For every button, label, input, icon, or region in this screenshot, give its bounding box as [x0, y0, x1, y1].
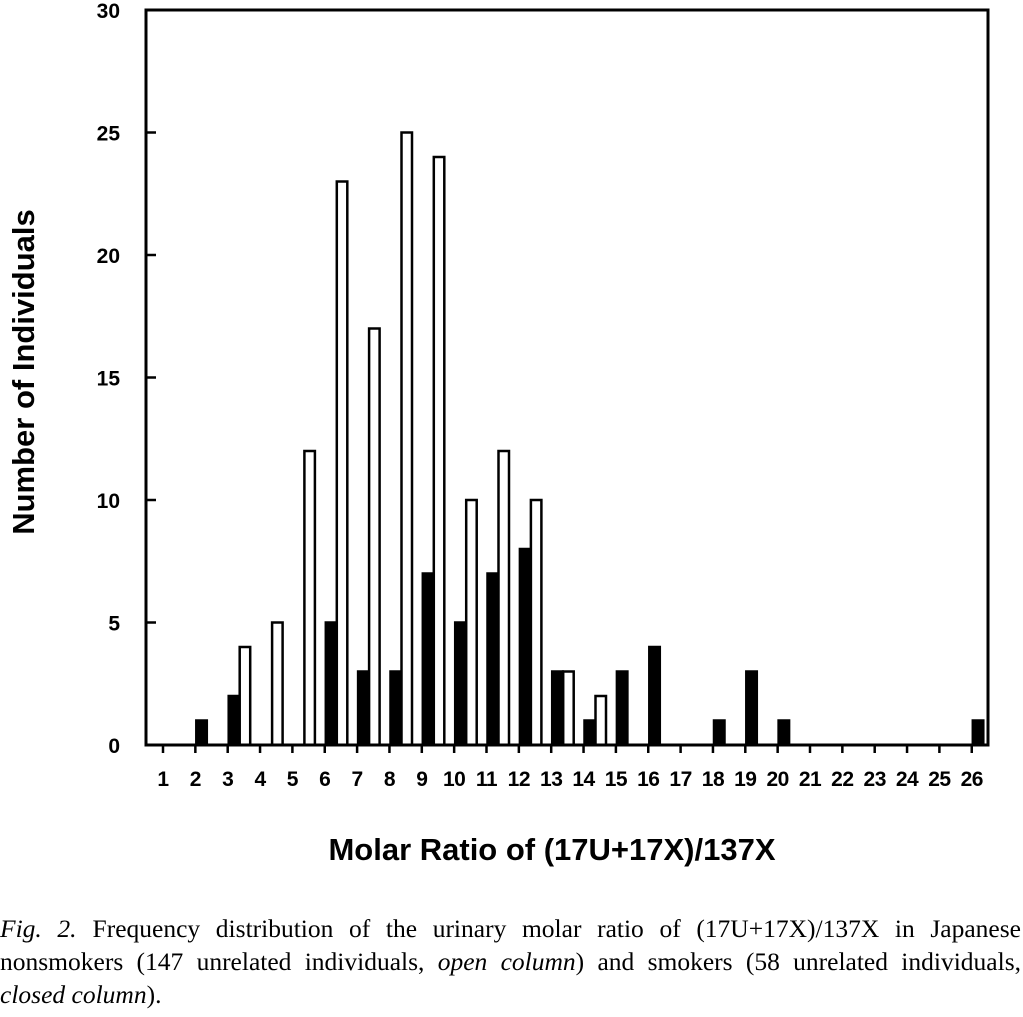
x-tick-label-25: 25	[928, 768, 951, 791]
x-tick-label-2: 2	[190, 768, 201, 791]
caption-closed-column: closed column	[0, 980, 147, 1009]
x-axis-title: Molar Ratio of (17U+17X)/137X	[328, 832, 775, 867]
y-tick-label-25: 25	[97, 123, 121, 146]
figure-label: Fig. 2.	[0, 914, 77, 943]
x-tick-label-3: 3	[222, 768, 233, 791]
x-tick-label-10: 10	[443, 768, 465, 791]
open-column-bar-4	[270, 621, 284, 747]
x-tick-label-7: 7	[352, 768, 363, 791]
open-column-bar-14	[594, 694, 608, 747]
x-tick-label-17: 17	[669, 768, 691, 791]
closed-column-bar-12	[518, 547, 532, 747]
x-tick-label-5: 5	[287, 768, 299, 791]
x-tick-label-1: 1	[157, 768, 169, 791]
caption-text-3: ).	[146, 980, 162, 1009]
closed-column-bar-3	[227, 694, 241, 747]
y-tick-label-10: 10	[97, 490, 120, 513]
y-axis-title: Number of Individuals	[6, 209, 41, 535]
closed-column-bar-9	[421, 572, 435, 747]
y-tick-label-15: 15	[97, 368, 121, 391]
x-tick-label-20: 20	[766, 768, 788, 791]
x-tick-label-15: 15	[605, 768, 628, 791]
closed-column-bar-8	[389, 670, 403, 747]
closed-column-bar-11	[486, 572, 500, 747]
open-column-bar-9	[432, 155, 446, 747]
closed-column-bar-19	[745, 670, 759, 747]
closed-column-bar-14	[583, 719, 597, 747]
open-column-bar-10	[464, 498, 478, 747]
closed-column-bar-26	[971, 719, 985, 747]
x-tick-label-14: 14	[572, 768, 595, 791]
closed-column-bar-18	[712, 719, 726, 747]
closed-column-bar-13	[550, 670, 564, 747]
caption-text-1: Frequency distribution of the urinary mo…	[0, 914, 1021, 976]
closed-column-bar-20	[777, 719, 791, 747]
x-tick-label-8: 8	[384, 768, 396, 791]
open-column-bar-3	[238, 645, 252, 747]
open-column-bar-7	[367, 327, 381, 747]
y-tick-label-5: 5	[108, 613, 120, 636]
x-tick-label-12: 12	[508, 768, 530, 791]
open-column-bar-5	[303, 449, 317, 747]
y-tick-label-30: 30	[97, 0, 120, 23]
x-tick-label-26: 26	[961, 768, 983, 791]
y-tick-label-20: 20	[97, 245, 120, 268]
x-tick-label-9: 9	[416, 768, 427, 791]
closed-column-bar-15	[615, 670, 629, 747]
open-column-bar-11	[497, 449, 511, 747]
closed-column-bar-16	[648, 645, 662, 747]
figure-caption: Fig. 2. Frequency distribution of the uri…	[0, 912, 1021, 1011]
x-tick-label-6: 6	[319, 768, 330, 791]
x-tick-label-21: 21	[799, 768, 822, 791]
x-tick-label-19: 19	[734, 768, 756, 791]
x-tick-label-24: 24	[896, 768, 919, 791]
caption-text-2: ) and smokers (58 unrelated individuals,	[575, 947, 1021, 976]
x-tick-label-13: 13	[540, 768, 562, 791]
closed-column-bar-2	[195, 719, 209, 747]
x-tick-label-18: 18	[702, 768, 725, 791]
open-column-bar-6	[335, 180, 349, 747]
closed-column-bar-7	[356, 670, 370, 747]
open-column-bar-13	[561, 670, 575, 747]
x-tick-label-23: 23	[864, 768, 886, 791]
x-tick-label-4: 4	[254, 768, 266, 791]
open-column-bar-8	[400, 131, 414, 747]
closed-column-bar-6	[324, 621, 338, 747]
y-tick-label-0: 0	[108, 735, 120, 758]
x-tick-label-16: 16	[637, 768, 659, 791]
open-column-bar-12	[529, 498, 543, 747]
closed-column-bar-10	[453, 621, 467, 747]
caption-open-column: open column	[437, 947, 576, 976]
x-tick-label-22: 22	[831, 768, 853, 791]
x-tick-label-11: 11	[476, 768, 498, 791]
